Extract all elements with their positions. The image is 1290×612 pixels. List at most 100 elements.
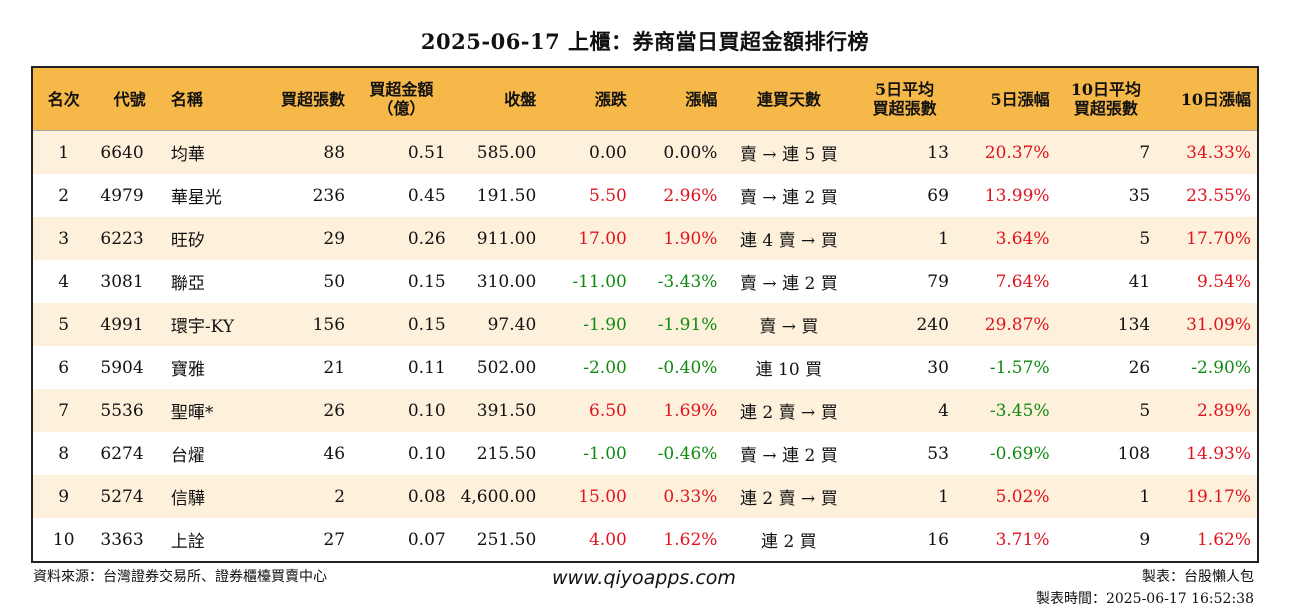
avg10-lots-cell: 9 xyxy=(1055,518,1157,562)
name-cell: 環宇-KY xyxy=(164,303,256,346)
streak-cell: 賣 → 連 2 買 xyxy=(723,432,855,475)
pct5-cell: 7.64% xyxy=(954,260,1056,303)
data-source: 資料來源：台灣證券交易所、證券櫃檯買賣中心 xyxy=(33,569,327,585)
avg10-lots-cell: 5 xyxy=(1055,217,1157,260)
close-cell: 911.00 xyxy=(451,217,543,260)
name-cell: 聖暉* xyxy=(164,389,256,432)
maker: 製表：台股懶人包 xyxy=(1142,569,1254,585)
pct10-cell: 23.55% xyxy=(1156,174,1258,217)
pct5-cell: -3.45% xyxy=(954,389,1056,432)
name-cell: 寶雅 xyxy=(164,346,256,389)
table-row: 4 3081 聯亞 50 0.15 310.00 -11.00 -3.43% 賣 → 連 2 買… xyxy=(32,260,1258,303)
streak-cell: 連 2 買 xyxy=(723,518,855,562)
column-header-line1: 連買天數 xyxy=(756,89,821,109)
streak-cell: 連 2 賣 → 買 xyxy=(723,389,855,432)
column-header: 10日漲幅 xyxy=(1156,67,1258,131)
buy-lots-cell: 46 xyxy=(255,432,352,475)
buy-lots-cell: 26 xyxy=(255,389,352,432)
buy-lots-cell: 21 xyxy=(255,346,352,389)
change-cell: 0.00 xyxy=(542,130,633,174)
header-row: 名次 代號 名稱 買超張數 買超金額 （億） 收盤 漲跌 漲幅 連買天數 5日平均 買超張數 5日漲幅 1… xyxy=(32,67,1258,131)
close-cell: 97.40 xyxy=(451,303,543,346)
close-cell: 191.50 xyxy=(451,174,543,217)
column-header-line1: 買超張數 xyxy=(281,89,346,109)
change-pct-cell: -0.40% xyxy=(632,346,724,389)
change-pct-cell: 0.00% xyxy=(632,130,724,174)
pct10-cell: 19.17% xyxy=(1156,475,1258,518)
avg5-lots-cell: 79 xyxy=(854,260,955,303)
code-cell: 4979 xyxy=(94,174,165,217)
buy-amount-cell: 0.51 xyxy=(351,130,452,174)
name-cell: 台燿 xyxy=(164,432,256,475)
name-cell: 上詮 xyxy=(164,518,256,562)
rank-cell: 3 xyxy=(32,217,95,260)
table-row: 1 6640 均華 88 0.51 585.00 0.00 0.00% 賣 → 連 5 買 13 2… xyxy=(32,130,1258,174)
column-header: 買超張數 xyxy=(255,67,352,131)
rank-cell: 7 xyxy=(32,389,95,432)
column-header-line2: 買超張數 xyxy=(1073,99,1138,118)
close-cell: 251.50 xyxy=(451,518,543,562)
avg5-lots-cell: 69 xyxy=(854,174,955,217)
table-body: 1 6640 均華 88 0.51 585.00 0.00 0.00% 賣 → 連 5 買 13 2… xyxy=(32,130,1258,562)
rank-cell: 10 xyxy=(32,518,95,562)
change-pct-cell: 0.33% xyxy=(632,475,724,518)
column-header-line1: 5日漲幅 xyxy=(990,89,1050,109)
column-header: 5日漲幅 xyxy=(954,67,1056,131)
rank-cell: 2 xyxy=(32,174,95,217)
avg5-lots-cell: 240 xyxy=(854,303,955,346)
change-cell: 6.50 xyxy=(542,389,633,432)
pct10-cell: 14.93% xyxy=(1156,432,1258,475)
buy-amount-cell: 0.15 xyxy=(351,303,452,346)
table-row: 5 4991 環宇-KY 156 0.15 97.40 -1.90 -1.91% 賣 → 買 24… xyxy=(32,303,1258,346)
column-header-line1: 名次 xyxy=(47,89,80,109)
code-cell: 3081 xyxy=(94,260,165,303)
avg10-lots-cell: 41 xyxy=(1055,260,1157,303)
buy-lots-cell: 29 xyxy=(255,217,352,260)
buy-lots-cell: 156 xyxy=(255,303,352,346)
website-link[interactable]: www.qiyoapps.com xyxy=(552,567,736,589)
rank-cell: 6 xyxy=(32,346,95,389)
pct10-cell: -2.90% xyxy=(1156,346,1258,389)
change-pct-cell: 2.96% xyxy=(632,174,724,217)
column-header: 5日平均 買超張數 xyxy=(854,67,955,131)
column-header-line2: 買超張數 xyxy=(872,99,937,118)
change-pct-cell: 1.90% xyxy=(632,217,724,260)
change-pct-cell: 1.69% xyxy=(632,389,724,432)
avg10-lots-cell: 7 xyxy=(1055,130,1157,174)
column-header: 連買天數 xyxy=(723,67,855,131)
column-header-line1: 10日漲幅 xyxy=(1180,89,1251,109)
name-cell: 旺矽 xyxy=(164,217,256,260)
change-cell: 17.00 xyxy=(542,217,633,260)
close-cell: 502.00 xyxy=(451,346,543,389)
buy-amount-cell: 0.08 xyxy=(351,475,452,518)
rank-cell: 9 xyxy=(32,475,95,518)
column-header-line1: 買超金額 xyxy=(369,80,434,99)
close-cell: 4,600.00 xyxy=(451,475,543,518)
avg10-lots-cell: 35 xyxy=(1055,174,1157,217)
table-header: 名次 代號 名稱 買超張數 買超金額 （億） 收盤 漲跌 漲幅 連買天數 5日平均 買超張數 5日漲幅 1… xyxy=(32,67,1258,131)
code-cell: 5536 xyxy=(94,389,165,432)
column-header-line1: 漲跌 xyxy=(594,89,627,109)
pct10-cell: 34.33% xyxy=(1156,130,1258,174)
change-pct-cell: -3.43% xyxy=(632,260,724,303)
column-header: 漲跌 xyxy=(542,67,633,131)
avg5-lots-cell: 1 xyxy=(854,217,955,260)
name-cell: 聯亞 xyxy=(164,260,256,303)
streak-cell: 賣 → 連 2 買 xyxy=(723,174,855,217)
streak-cell: 連 2 賣 → 買 xyxy=(723,475,855,518)
avg5-lots-cell: 4 xyxy=(854,389,955,432)
avg10-lots-cell: 26 xyxy=(1055,346,1157,389)
code-cell: 5274 xyxy=(94,475,165,518)
buy-amount-cell: 0.45 xyxy=(351,174,452,217)
rank-cell: 5 xyxy=(32,303,95,346)
close-cell: 585.00 xyxy=(451,130,543,174)
made-time: 製表時間：2025-06-17 16:52:38 xyxy=(1035,591,1254,607)
avg5-lots-cell: 30 xyxy=(854,346,955,389)
buy-amount-cell: 0.11 xyxy=(351,346,452,389)
column-header: 10日平均 買超張數 xyxy=(1055,67,1157,131)
close-cell: 215.50 xyxy=(451,432,543,475)
